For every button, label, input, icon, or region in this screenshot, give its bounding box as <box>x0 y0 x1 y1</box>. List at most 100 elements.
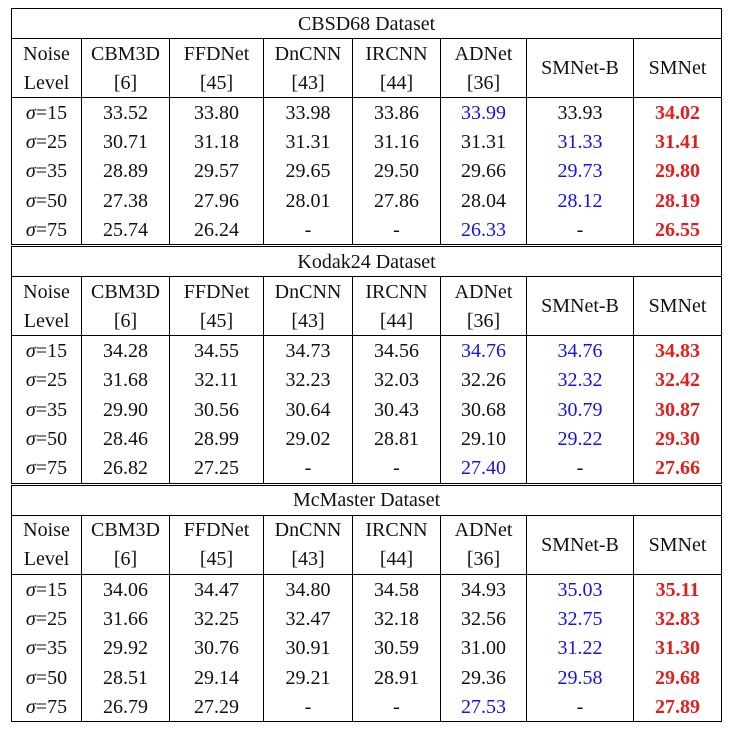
noise-level-value: =35 <box>35 160 68 183</box>
psnr-value-cell: 29.90 <box>81 395 170 425</box>
psnr-value-cell: 33.52 <box>81 97 170 128</box>
psnr-value-cell: - <box>263 215 353 247</box>
method-reference: [44] <box>352 68 441 98</box>
psnr-value-cell: 35.11 <box>632 574 723 605</box>
psnr-value-cell: 34.76 <box>440 335 527 366</box>
psnr-value-cell: 29.14 <box>169 662 264 693</box>
psnr-value-cell: 28.04 <box>440 185 527 216</box>
psnr-value-cell: 26.33 <box>440 215 527 247</box>
psnr-value-cell: 28.89 <box>81 156 170 186</box>
psnr-value-cell: 27.53 <box>440 692 527 723</box>
psnr-value-cell: 28.91 <box>352 662 441 693</box>
psnr-value-cell: 30.64 <box>263 395 353 425</box>
header-row: Level [6] [45] [43] [44] [36] <box>11 306 722 337</box>
method-reference: [44] <box>352 544 441 575</box>
psnr-value-cell: - <box>526 215 634 247</box>
table-row: σ=15 34.06 34.47 34.80 34.58 34.93 35.03 35.11 <box>11 574 723 605</box>
psnr-value-cell: 29.80 <box>632 156 723 186</box>
psnr-value-cell: 28.81 <box>352 424 441 454</box>
table-row: σ=75 26.79 27.29- -27.53-27.89 <box>11 692 723 723</box>
header-row: Noise CBM3D FFDNet DnCNN IRCNN ADNet SMNet-B SM… <box>11 514 723 575</box>
psnr-value-cell: 32.32 <box>526 365 634 396</box>
psnr-value-cell: 34.28 <box>81 335 170 366</box>
psnr-value-cell: 33.86 <box>352 97 441 128</box>
psnr-value-cell: 31.22 <box>526 633 634 663</box>
table-row: σ=75 25.74 26.24- -26.33-26.55 <box>11 215 723 247</box>
sigma-symbol: σ <box>25 218 36 241</box>
noise-level-value: =75 <box>35 457 68 480</box>
noise-level-cell: σ=50 <box>11 185 82 216</box>
method-header: FFDNet <box>169 514 264 545</box>
psnr-value-cell: 30.71 <box>81 127 170 157</box>
noise-level-cell: σ=25 <box>11 365 82 396</box>
table-row: σ=50 28.51 29.14 29.21 28.91 29.36 29.58 29.68 <box>11 662 723 693</box>
method-reference: [36] <box>440 68 527 98</box>
sigma-symbol: σ <box>25 101 36 124</box>
psnr-value-cell: 34.47 <box>169 574 264 605</box>
sigma-symbol: σ <box>25 637 36 660</box>
sigma-symbol: σ <box>25 189 36 212</box>
method-header: SMNet-B <box>526 276 634 337</box>
psnr-value-cell: 34.06 <box>81 574 170 605</box>
psnr-value-cell: 31.16 <box>352 127 441 157</box>
psnr-value-cell: 28.99 <box>169 424 264 454</box>
psnr-value-cell: 29.50 <box>352 156 441 186</box>
method-header: SMNet-B <box>526 514 634 575</box>
method-header: DnCNN <box>263 38 353 68</box>
method-header: ADNet <box>440 276 527 307</box>
psnr-value-cell: 31.31 <box>263 127 353 157</box>
method-header: CBM3D <box>81 514 170 545</box>
psnr-value-cell: 29.21 <box>263 662 353 693</box>
dataset-title-row: McMaster Dataset <box>10 482 723 516</box>
sigma-symbol: σ <box>25 428 36 451</box>
psnr-value-cell: 30.91 <box>263 633 353 663</box>
method-header: SMNet <box>632 276 723 337</box>
psnr-value-cell: 32.26 <box>440 365 527 396</box>
method-reference: [6] <box>81 306 170 337</box>
psnr-value-cell: - <box>352 215 441 247</box>
psnr-value-cell: - <box>352 692 441 723</box>
psnr-value-cell: 29.02 <box>263 424 353 454</box>
sigma-symbol: σ <box>25 160 36 183</box>
psnr-value-cell: 29.73 <box>526 156 634 186</box>
dataset-title: McMaster Dataset <box>10 482 723 516</box>
method-header: ADNet <box>440 38 527 68</box>
psnr-value-cell: 34.73 <box>263 335 353 366</box>
noise-level-value: =75 <box>35 695 68 718</box>
noise-level-cell: σ=35 <box>11 156 82 186</box>
noise-level-value: =15 <box>35 101 68 124</box>
psnr-value-cell: 29.10 <box>440 424 527 454</box>
psnr-value-cell: 26.55 <box>632 215 723 247</box>
noise-level-value: =35 <box>35 637 68 660</box>
method-header: IRCNN <box>352 38 441 68</box>
psnr-value-cell: 30.76 <box>169 633 264 663</box>
method-reference: [43] <box>263 68 353 98</box>
method-reference: [44] <box>352 306 441 337</box>
sigma-symbol: σ <box>25 666 36 689</box>
level-header: Level <box>11 68 82 98</box>
psnr-value-cell: 29.68 <box>632 662 723 693</box>
method-reference: [36] <box>440 544 527 575</box>
table-row: σ=35 29.90 30.56 30.64 30.43 30.68 30.79 30.87 <box>11 395 723 425</box>
method-header: DnCNN <box>263 276 353 307</box>
psnr-value-cell: 32.42 <box>632 365 723 396</box>
psnr-value-cell: 27.86 <box>352 185 441 216</box>
noise-level-cell: σ=50 <box>11 424 82 454</box>
psnr-value-cell: 32.25 <box>169 604 264 634</box>
sigma-symbol: σ <box>25 578 36 601</box>
psnr-value-cell: 29.22 <box>526 424 634 454</box>
psnr-value-cell: 27.38 <box>81 185 170 216</box>
method-reference: [43] <box>263 544 353 575</box>
noise-level-value: =35 <box>35 398 68 421</box>
psnr-value-cell: 31.33 <box>526 127 634 157</box>
table-row: σ=15 34.28 34.55 34.73 34.56 34.76 34.76 34.83 <box>11 335 723 366</box>
noise-level-value: =15 <box>35 340 68 363</box>
psnr-value-cell: 33.99 <box>440 97 527 128</box>
sigma-symbol: σ <box>25 340 36 363</box>
table-row: σ=25 31.66 32.25 32.47 32.18 32.56 32.75 32.83 <box>11 604 723 634</box>
method-header: FFDNet <box>169 38 264 68</box>
psnr-value-cell: 29.92 <box>81 633 170 663</box>
psnr-value-cell: 26.79 <box>81 692 170 723</box>
table-row: σ=75 26.82 27.25- -27.40-27.66 <box>11 453 723 485</box>
psnr-value-cell: 31.41 <box>632 127 723 157</box>
